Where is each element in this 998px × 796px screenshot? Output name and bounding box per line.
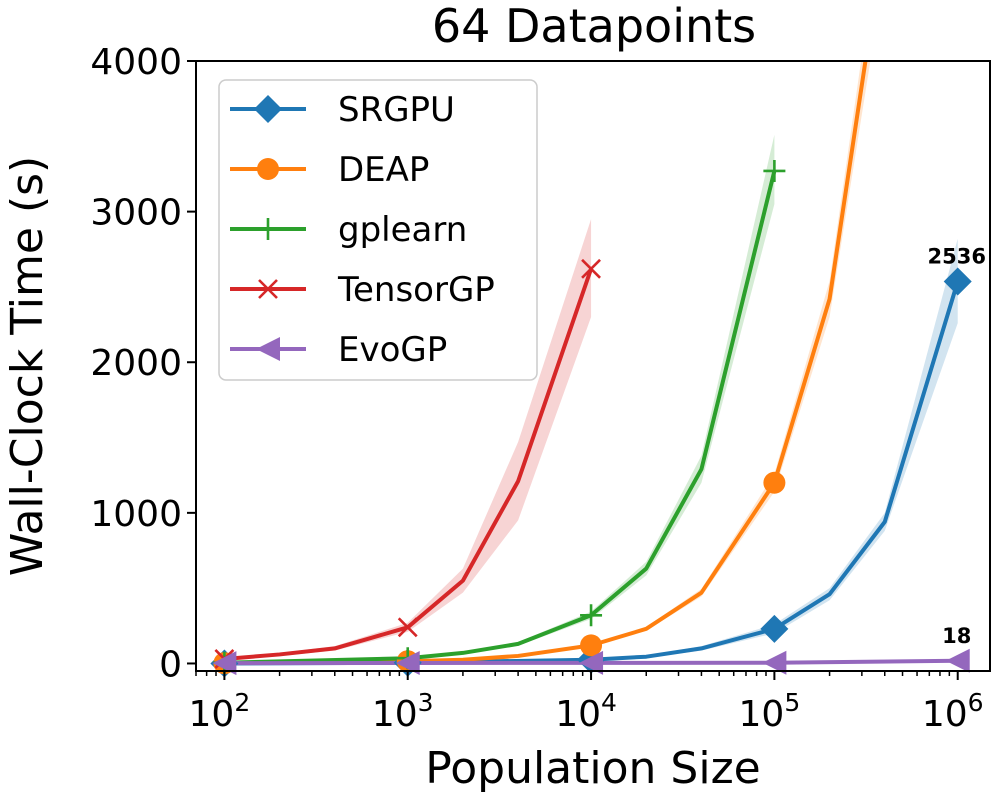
- legend-label-deap: DEAP: [338, 150, 429, 190]
- marker-evogp: [945, 648, 970, 673]
- legend-box: [218, 79, 538, 381]
- chart-title: 64 Datapoints: [432, 0, 756, 53]
- marker-tensorgp: [397, 617, 418, 638]
- legend-marker-gplearn: [257, 218, 279, 240]
- y-axis-label: Wall-Clock Time (s): [2, 156, 53, 576]
- y-axis: 0 1000 2000 3000 4000: [90, 42, 196, 685]
- y-tick-label: 0: [159, 644, 182, 685]
- data-label: 2536: [927, 245, 985, 269]
- marker-evogp: [212, 651, 237, 676]
- marker-evogp: [579, 650, 604, 675]
- annotations: 2536 18: [927, 245, 985, 648]
- legend-label-tensorgp: TensorGP: [337, 270, 495, 310]
- marker-srgpu: [760, 614, 789, 643]
- x-tick-label: 102: [189, 688, 251, 735]
- line-deap: [224, 61, 868, 666]
- x-tick-label: 105: [739, 688, 801, 735]
- marker-deap: [763, 471, 786, 494]
- x-tick-label: 106: [922, 688, 984, 735]
- legend-label-evogp: EvoGP: [338, 330, 447, 370]
- marker-gplearn: [580, 604, 603, 627]
- x-axis-label: Population Size: [425, 743, 760, 794]
- y-tick-label: 3000: [90, 193, 182, 234]
- legend-marker-tensorgp: [258, 279, 278, 299]
- legend-label-gplearn: gplearn: [338, 210, 467, 250]
- x-tick-label: 103: [372, 688, 434, 735]
- legend-marker-srgpu: [254, 95, 282, 123]
- y-tick-label: 1000: [90, 494, 182, 535]
- y-tick-label: 4000: [90, 42, 182, 83]
- legend-marker-deap: [257, 158, 279, 180]
- x-axis: 102 103 104 105 106: [189, 671, 984, 735]
- marker-deap: [580, 634, 603, 657]
- series-markers: [210, 159, 972, 678]
- legend-label-srgpu: SRGPU: [338, 90, 455, 130]
- legend: SRGPU DEAP gplearn TensorGP EvoGP: [218, 79, 538, 381]
- marker-evogp: [395, 651, 420, 676]
- plot-frame: [195, 60, 991, 672]
- marker-evogp: [762, 650, 787, 675]
- y-tick-label: 2000: [90, 343, 182, 384]
- marker-gplearn: [763, 159, 786, 182]
- data-label: 18: [942, 624, 971, 648]
- x-tick-label: 104: [555, 688, 617, 735]
- marker-tensorgp: [581, 258, 601, 279]
- marker-srgpu: [943, 267, 972, 296]
- legend-marker-evogp: [256, 337, 280, 361]
